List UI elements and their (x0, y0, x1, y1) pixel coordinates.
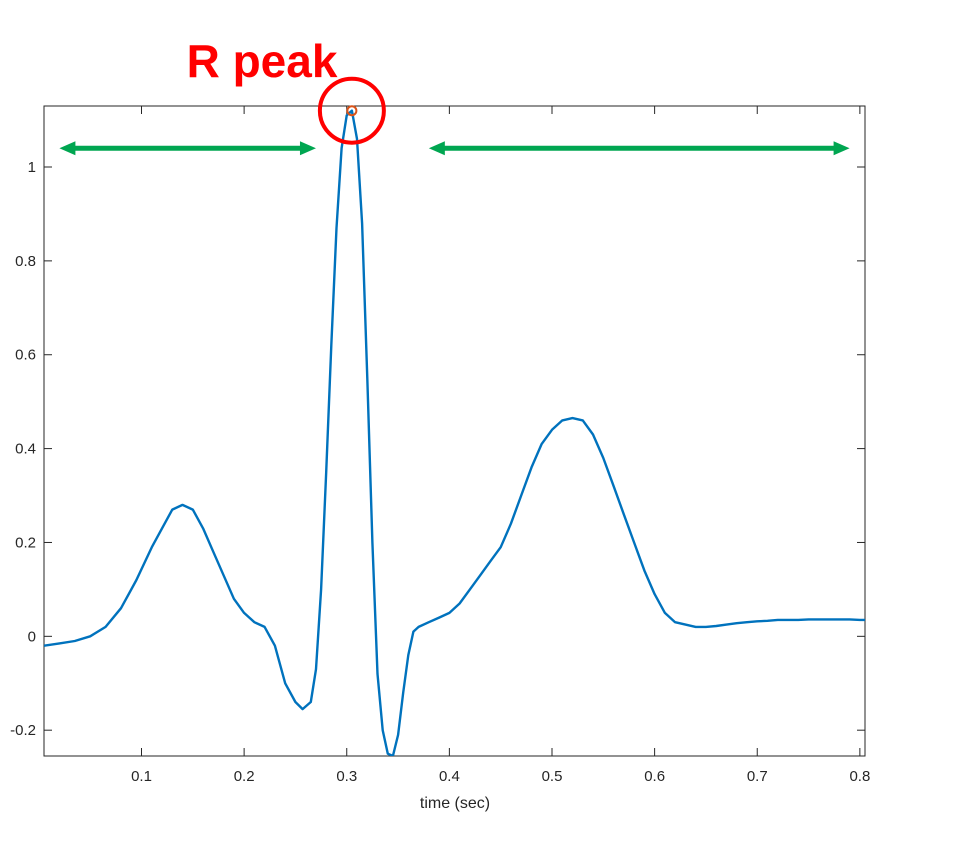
y-tick-label: 0.4 (15, 441, 36, 458)
x-tick-label: 0.7 (747, 768, 768, 785)
interval-arrow-head-left (428, 141, 445, 156)
y-tick-label: 0.2 (15, 534, 36, 551)
x-tick-label: 0.4 (439, 768, 460, 785)
r-peak-marker (346, 105, 358, 117)
x-tick-label: 0.8 (849, 768, 870, 785)
y-tick-label: 0 (28, 628, 36, 645)
r-peak-highlight-circle (317, 76, 386, 145)
y-tick-label: 0.8 (15, 253, 36, 270)
interval-arrow-head-right (299, 141, 316, 156)
x-tick-label: 0.3 (336, 768, 357, 785)
x-tick-label: 0.1 (131, 768, 152, 785)
plot-area: 0.1 0.2 0.3 0.4 0.5 0.6 0.7 0.8 -0.2 0 0.2 0.4 0.6 0.… (10, 76, 870, 785)
x-tick-label: 0.6 (644, 768, 665, 785)
y-tick-label: 0.6 (15, 347, 36, 364)
axes-box (43, 105, 866, 757)
x-tick-label: 0.5 (542, 768, 563, 785)
y-tick-label: -0.2 (10, 722, 36, 739)
ecg-signal-line (44, 109, 865, 756)
x-axis-title: time (sec) (420, 795, 490, 812)
interval-arrow-head-left (59, 141, 76, 156)
x-tick-label: 0.2 (234, 768, 255, 785)
r-peak-label: R peak (187, 35, 338, 87)
interval-arrow-head-right (833, 141, 850, 156)
y-tick-label: 1 (28, 159, 36, 176)
